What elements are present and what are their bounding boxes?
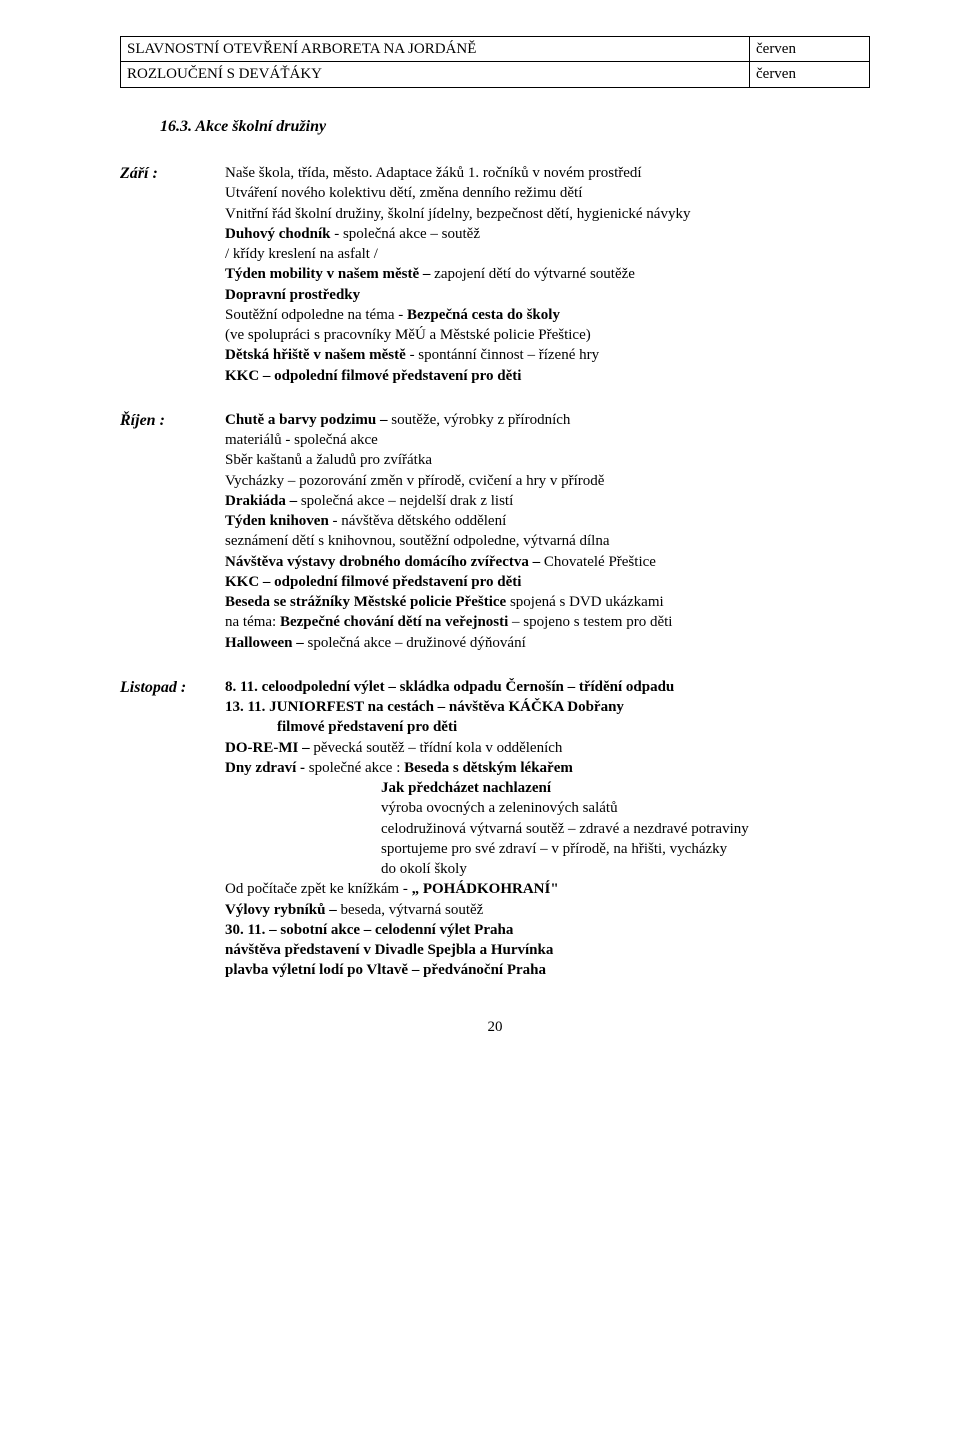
table-cell-month: červen: [750, 62, 870, 87]
text-line: plavba výletní lodí po Vltavě – předváno…: [225, 960, 870, 980]
table-cell-label: ROZLOUČENÍ S DEVÁŤÁKY: [121, 62, 750, 87]
text-line: celodružinová výtvarná soutěž – zdravé a…: [225, 819, 870, 839]
bold-span: Týden knihoven: [225, 513, 329, 529]
text-line: Návštěva výstavy drobného domácího zvíře…: [225, 552, 870, 572]
text-line: Sběr kaštanů a žaludů pro zvířátka: [225, 450, 870, 470]
text-span: na téma:: [225, 614, 280, 630]
text-line: (ve spolupráci s pracovníky MěÚ a Městsk…: [225, 325, 870, 345]
text-span: Chovatelé Přeštice: [544, 554, 656, 570]
text-line: Dopravní prostředky: [225, 285, 870, 305]
bold-span: Bezpečná cesta do školy: [407, 307, 560, 323]
month-body-listopad: 8. 11. celoodpolední výlet – skládka odp…: [225, 677, 870, 981]
section-heading: 16.3. Akce školní družiny: [120, 116, 870, 138]
text-span: - společná akce – soutěž: [330, 226, 480, 242]
text-line: Soutěžní odpoledne na téma - Bezpečná ce…: [225, 305, 870, 325]
bold-span: Halloween –: [225, 635, 308, 651]
text-line: Duhový chodník - společná akce – soutěž: [225, 224, 870, 244]
text-line: filmové představení pro děti: [225, 717, 870, 737]
text-line: materiálů - společná akce: [225, 430, 870, 450]
page-number: 20: [120, 1017, 870, 1037]
text-line: Utváření nového kolektivu dětí, změna de…: [225, 183, 870, 203]
text-line: Od počítače zpět ke knížkám - „ POHÁDKOH…: [225, 879, 870, 899]
header-table: SLAVNOSTNÍ OTEVŘENÍ ARBORETA NA JORDÁNĚ …: [120, 36, 870, 88]
month-block-zari: Září : Naše škola, třída, město. Adaptac…: [120, 163, 870, 386]
bold-span: Dny zdraví -: [225, 760, 309, 776]
month-body-rijen: Chutě a barvy podzimu – soutěže, výrobky…: [225, 410, 870, 653]
bold-span: DO-RE-MI –: [225, 740, 313, 756]
text-line: / křídy kreslení na asfalt /: [225, 244, 870, 264]
bold-span: Bezpečné chování dětí na veřejnosti: [280, 614, 508, 630]
text-line: Vnitřní řád školní družiny, školní jídel…: [225, 204, 870, 224]
text-line: návštěva představení v Divadle Spejbla a…: [225, 940, 870, 960]
text-line: KKC – odpolední filmové představení pro …: [225, 366, 870, 386]
table-row: ROZLOUČENÍ S DEVÁŤÁKY červen: [121, 62, 870, 87]
bold-span: Výlovy rybníků –: [225, 902, 340, 918]
bold-span: Chutě a barvy podzimu –: [225, 412, 391, 428]
text-line: Naše škola, třída, město. Adaptace žáků …: [225, 163, 870, 183]
month-block-listopad: Listopad : 8. 11. celoodpolední výlet – …: [120, 677, 870, 981]
table-cell-label: SLAVNOSTNÍ OTEVŘENÍ ARBORETA NA JORDÁNĚ: [121, 37, 750, 62]
text-line: na téma: Bezpečné chování dětí na veřejn…: [225, 612, 870, 632]
text-line: Drakiáda – společná akce – nejdelší drak…: [225, 491, 870, 511]
text-line: Týden knihoven - návštěva dětského odděl…: [225, 511, 870, 531]
bold-span: Duhový chodník: [225, 226, 330, 242]
text-span: společná akce – družinové dýňování: [308, 635, 526, 651]
text-line: seznámení dětí s knihovnou, soutěžní odp…: [225, 531, 870, 551]
text-line: Beseda se strážníky Městské policie Přeš…: [225, 592, 870, 612]
bold-span: Beseda se strážníky Městské policie Přeš…: [225, 594, 510, 610]
text-span: – spojeno s testem pro děti: [508, 614, 672, 630]
text-line: Výlovy rybníků – beseda, výtvarná soutěž: [225, 900, 870, 920]
text-line: 13. 11. JUNIORFEST na cestách – návštěva…: [225, 697, 870, 717]
text-span: soutěže, výrobky z přírodních: [391, 412, 570, 428]
text-span: Soutěžní odpoledne na téma -: [225, 307, 407, 323]
text-line: 30. 11. – sobotní akce – celodenní výlet…: [225, 920, 870, 940]
text-span: Od počítače zpět ke knížkám -: [225, 881, 412, 897]
text-span: spojená s DVD ukázkami: [510, 594, 664, 610]
text-line: sportujeme pro své zdraví – v přírodě, n…: [225, 839, 870, 859]
text-line: DO-RE-MI – pěvecká soutěž – třídní kola …: [225, 738, 870, 758]
text-span: zapojení dětí do výtvarné soutěže: [434, 266, 635, 282]
text-line: do okolí školy: [225, 859, 870, 879]
table-row: SLAVNOSTNÍ OTEVŘENÍ ARBORETA NA JORDÁNĚ …: [121, 37, 870, 62]
text-line: Vycházky – pozorování změn v přírodě, cv…: [225, 471, 870, 491]
text-line: Dětská hřiště v našem městě - spontánní …: [225, 345, 870, 365]
text-line: Chutě a barvy podzimu – soutěže, výrobky…: [225, 410, 870, 430]
text-span: společné akce :: [309, 760, 404, 776]
text-line: Dny zdraví - společné akce : Beseda s dě…: [225, 758, 870, 778]
month-body-zari: Naše škola, třída, město. Adaptace žáků …: [225, 163, 870, 386]
bold-span: „ POHÁDKOHRANÍ": [412, 881, 559, 897]
text-span: společná akce – nejdelší drak z listí: [301, 493, 513, 509]
text-span: beseda, výtvarná soutěž: [340, 902, 483, 918]
month-label-rijen: Říjen :: [120, 410, 225, 653]
bold-span: Dětská hřiště v našem městě: [225, 347, 406, 363]
text-line: výroba ovocných a zeleninových salátů: [225, 798, 870, 818]
bold-span: Beseda s dětským lékařem: [404, 760, 573, 776]
month-label-zari: Září :: [120, 163, 225, 386]
month-label-listopad: Listopad :: [120, 677, 225, 981]
table-cell-month: červen: [750, 37, 870, 62]
text-line: 8. 11. celoodpolední výlet – skládka odp…: [225, 677, 870, 697]
text-line: Jak předcházet nachlazení: [225, 778, 870, 798]
text-line: KKC – odpolední filmové představení pro …: [225, 572, 870, 592]
month-block-rijen: Říjen : Chutě a barvy podzimu – soutěže,…: [120, 410, 870, 653]
bold-span: Týden mobility v našem městě –: [225, 266, 434, 282]
text-span: pěvecká soutěž – třídní kola v odděleníc…: [313, 740, 562, 756]
bold-span: Drakiáda –: [225, 493, 301, 509]
text-line: Halloween – společná akce – družinové dý…: [225, 633, 870, 653]
text-line: Týden mobility v našem městě – zapojení …: [225, 264, 870, 284]
bold-span: Návštěva výstavy drobného domácího zvíře…: [225, 554, 544, 570]
text-span: - návštěva dětského oddělení: [329, 513, 506, 529]
text-span: - spontánní činnost – řízené hry: [406, 347, 599, 363]
